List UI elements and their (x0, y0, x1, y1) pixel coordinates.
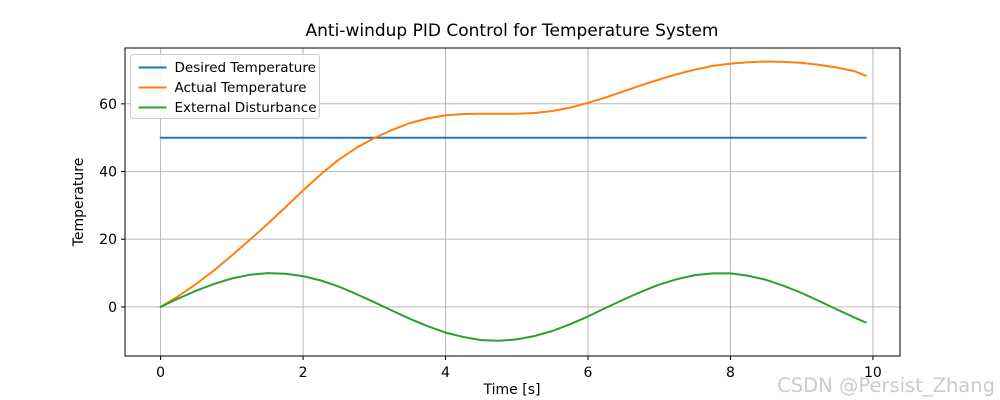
y-tick-label: 20 (99, 232, 117, 248)
y-axis-label: Temperature (71, 158, 87, 248)
y-tick-label: 40 (99, 165, 117, 181)
grid-lines (125, 48, 900, 356)
data-series (159, 60, 867, 342)
x-tick-label: 6 (584, 365, 593, 381)
axis-ticks (121, 103, 874, 360)
legend-label-desired-temperature: Desired Temperature (175, 60, 316, 76)
y-tick-label: 60 (99, 97, 117, 113)
x-tick-label: 0 (156, 365, 165, 381)
x-tick-label: 4 (441, 365, 450, 381)
legend-box (130, 54, 320, 119)
x-tick-label: 2 (299, 365, 308, 381)
chart-title: Anti-windup PID Control for Temperature … (306, 21, 719, 41)
x-tick-label: 10 (864, 365, 882, 381)
axes-frame (124, 47, 901, 357)
legend-label-external-disturbance: External Disturbance (175, 100, 317, 116)
external-disturbance-line (159, 272, 867, 342)
actual-temperature-line (159, 60, 867, 308)
legend: Desired Temperature Actual Temperature Ext… (130, 54, 320, 119)
y-tick-label: 0 (108, 300, 117, 316)
x-axis-label: Time [s] (483, 382, 541, 398)
watermark: CSDN @Persist_Zhang (777, 374, 995, 397)
tick-labels: 0 2 4 6 8 10 0 20 40 60 (99, 97, 882, 381)
legend-label-actual-temperature: Actual Temperature (175, 80, 307, 96)
x-tick-label: 8 (726, 365, 735, 381)
